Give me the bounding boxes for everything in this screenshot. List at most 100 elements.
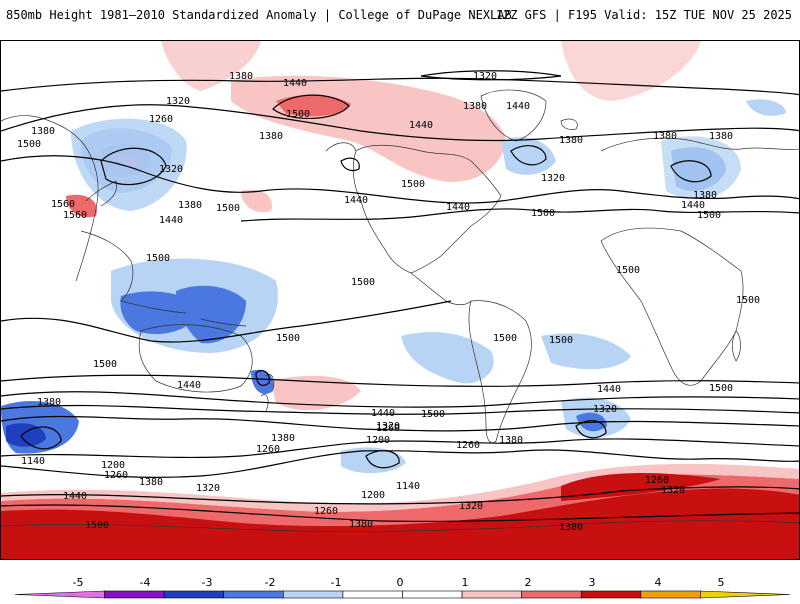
contour-label: 1320 xyxy=(166,96,190,107)
contour-label: 1560 xyxy=(63,210,87,221)
anomaly-positive-s-atlantic xyxy=(561,473,721,501)
anomaly-negative-arctic-weak xyxy=(746,99,786,116)
contour-label: 1500 xyxy=(286,109,310,120)
contour-label: 1380 xyxy=(31,126,55,137)
anomaly-positive-n-atlantic xyxy=(561,41,701,101)
tick-label: -3 xyxy=(202,576,213,589)
anomaly-shading xyxy=(1,41,799,559)
coast-greenland xyxy=(480,89,547,142)
contour-label: 1260 xyxy=(314,506,338,517)
contour-label: 1380 xyxy=(139,477,163,488)
coast-asia-east xyxy=(1,115,99,282)
contour-label: 1380 xyxy=(37,397,61,408)
coast-alaska xyxy=(325,142,357,152)
tick-label: -4 xyxy=(140,576,151,589)
contour-label: 1200 xyxy=(101,460,125,471)
colorbar-segment xyxy=(14,590,105,599)
coast-north-america xyxy=(352,144,502,274)
height-contours xyxy=(1,70,799,522)
colorbar-segment xyxy=(521,590,582,599)
contour-label: 1320 xyxy=(159,164,183,175)
contour-label: 1500 xyxy=(17,139,41,150)
contour-label: 1500 xyxy=(709,383,733,394)
contour-label: 1320 xyxy=(196,483,220,494)
coast-antarctica xyxy=(1,520,799,532)
contour-label: 1200 xyxy=(366,435,390,446)
colorbar-tick-labels: -5 -4 -3 -2 -1 0 1 2 3 4 5 xyxy=(73,576,725,589)
anomaly-positive-taiwan xyxy=(66,194,97,218)
contour-label: 1380 xyxy=(693,190,717,201)
contour-label: 1200 xyxy=(361,490,385,501)
contour-label: 1380 xyxy=(653,131,677,142)
contour-label: 1440 xyxy=(409,120,433,131)
contour-label: 1320 xyxy=(376,421,400,432)
contour-label: 1500 xyxy=(531,208,555,219)
contour-label: 1380 xyxy=(259,131,283,142)
colorbar-segment xyxy=(104,590,165,599)
colorbar-segment xyxy=(640,590,701,599)
anomaly-positive-subtropic xyxy=(241,189,272,213)
contour-label: 1500 xyxy=(85,520,109,531)
anomaly-map: 1380 1440 1320 1320 1260 1380 1500 1500 … xyxy=(0,40,800,560)
contour-label: 1380 xyxy=(271,433,295,444)
contour-label: 1380 xyxy=(178,200,202,211)
contour-label: 1260 xyxy=(256,444,280,455)
tick-label: 1 xyxy=(462,576,469,589)
tick-label: -2 xyxy=(265,576,276,589)
anomaly-moderate-negative-central xyxy=(176,285,246,344)
contour-label: 1560 xyxy=(51,199,75,210)
contour-label: 1260 xyxy=(376,423,400,434)
coast-madagascar xyxy=(731,330,741,362)
anomaly-negative-aus xyxy=(251,369,274,395)
contour-label: 1440 xyxy=(371,408,395,419)
contour-label: 1500 xyxy=(736,295,760,306)
contour-label: 1440 xyxy=(344,195,368,206)
anomaly-negative-s-america xyxy=(401,331,494,384)
contour-label: 1380 xyxy=(499,435,523,446)
tick-label: -5 xyxy=(73,576,84,589)
contour-label: 1500 xyxy=(549,335,573,346)
contour-label: 1380 xyxy=(463,101,487,112)
colorbar-segment xyxy=(283,590,344,599)
coast-iceland xyxy=(560,118,578,130)
colorbar-segments xyxy=(14,590,791,599)
coast-europe xyxy=(600,137,799,152)
contour-label: 1500 xyxy=(697,210,721,221)
tick-label: 5 xyxy=(718,576,725,589)
contour-label: 1500 xyxy=(146,253,170,264)
coast-australia xyxy=(138,324,253,393)
coastlines xyxy=(1,89,799,532)
coast-africa xyxy=(600,227,744,386)
contour-label: 1260 xyxy=(104,470,128,481)
colorbar-segment xyxy=(402,590,463,599)
contour-label: 1500 xyxy=(93,359,117,370)
contour-label: 1140 xyxy=(396,481,420,492)
contour-label: 1380 xyxy=(229,71,253,82)
colorbar-segment xyxy=(700,590,791,599)
contour-label: 1380 xyxy=(709,131,733,142)
contour-label: 1500 xyxy=(493,333,517,344)
colorbar: -5 -4 -3 -2 -1 0 1 2 3 4 5 xyxy=(0,562,800,600)
contour-label: 1320 xyxy=(459,501,483,512)
contour-label: 1500 xyxy=(216,203,240,214)
colorbar-segment xyxy=(461,590,522,599)
contour-label: 1500 xyxy=(351,277,375,288)
model-valid-time: 12Z GFS | F195 Valid: 15Z TUE NOV 25 202… xyxy=(495,8,792,22)
anomaly-strong-positive-south xyxy=(1,488,799,559)
contour-label: 1380 xyxy=(349,519,373,530)
map-title: 850mb Height 1981–2010 Standardized Anom… xyxy=(6,8,512,22)
tick-label: -1 xyxy=(331,576,342,589)
coast-japan xyxy=(85,180,118,207)
anomaly-weak-negative-kamchatka xyxy=(71,118,187,211)
contour-label: 1440 xyxy=(177,380,201,391)
contour-label: 1140 xyxy=(21,456,45,467)
contour-label: 1260 xyxy=(645,475,669,486)
contour-label: 1440 xyxy=(681,200,705,211)
tick-label: 2 xyxy=(525,576,532,589)
colorbar-segment xyxy=(342,590,403,599)
contour-label: 1440 xyxy=(159,215,183,226)
colorbar-segment xyxy=(163,590,225,599)
anomaly-strong-negative-s-west xyxy=(6,423,46,447)
tick-label: 4 xyxy=(655,576,662,589)
anomaly-positive-arctic xyxy=(231,75,506,182)
